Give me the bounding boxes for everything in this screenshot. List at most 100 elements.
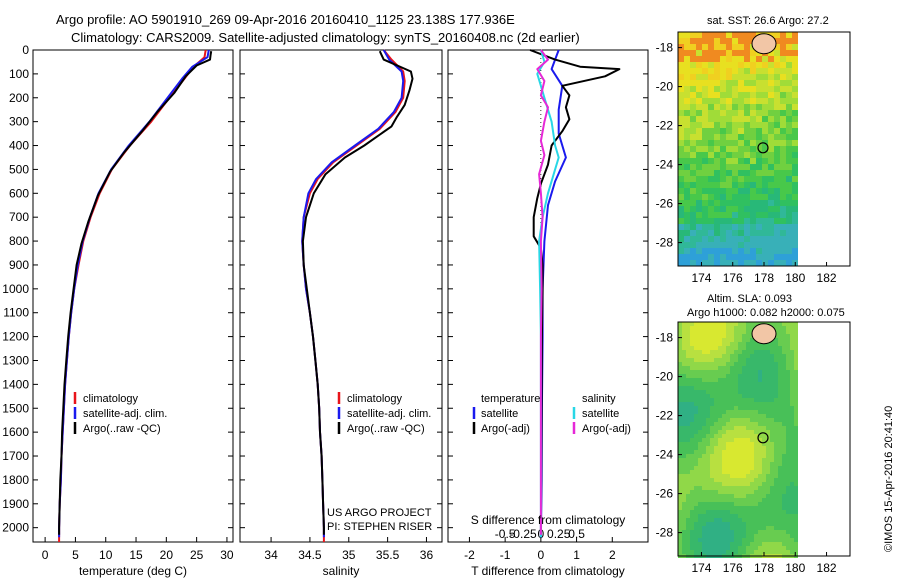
map-cell <box>762 362 766 366</box>
map-cell <box>714 176 720 182</box>
map-x-tick-label: 180 <box>785 561 805 575</box>
y-tick-label: 200 <box>9 91 29 105</box>
map-cell <box>738 534 742 538</box>
map-cell <box>720 98 726 104</box>
map-cell <box>706 354 710 358</box>
map-cell <box>702 158 708 164</box>
map-cell <box>720 44 726 50</box>
map-cell <box>732 68 738 74</box>
sla-map <box>678 322 798 558</box>
map-cell <box>738 542 742 546</box>
map-cell <box>794 474 798 478</box>
map-cell <box>726 406 730 410</box>
map-cell <box>718 522 722 526</box>
map-cell <box>726 434 730 438</box>
map-cell <box>686 514 690 518</box>
map-cell <box>684 32 690 38</box>
map-cell <box>714 430 718 434</box>
map-cell <box>746 382 750 386</box>
map-cell <box>718 358 722 362</box>
map-cell <box>768 236 774 242</box>
map-cell <box>780 62 786 68</box>
map-cell <box>678 426 682 430</box>
map-cell <box>702 176 708 182</box>
map-cell <box>682 478 686 482</box>
map-cell <box>738 510 742 514</box>
map-cell <box>722 422 726 426</box>
map-cell <box>738 418 742 422</box>
map-cell <box>738 134 744 140</box>
map-cell <box>786 326 790 330</box>
map-cell <box>770 438 774 442</box>
map-cell <box>786 358 790 362</box>
map-cell <box>768 248 774 254</box>
map-cell <box>782 542 786 546</box>
map-cell <box>794 510 798 514</box>
map-cell <box>790 454 794 458</box>
map-cell <box>678 470 682 474</box>
map-cell <box>766 386 770 390</box>
map-cell <box>682 526 686 530</box>
map-cell <box>690 398 694 402</box>
map-cell <box>746 386 750 390</box>
map-cell <box>694 338 698 342</box>
map-cell <box>792 62 798 68</box>
map-cell <box>698 374 702 378</box>
map-cell <box>768 146 774 152</box>
map-cell <box>710 322 714 326</box>
map-cell <box>708 110 714 116</box>
map-cell <box>720 152 726 158</box>
map-cell <box>744 50 750 56</box>
map-cell <box>742 498 746 502</box>
map-cell <box>682 390 686 394</box>
map-cell <box>686 386 690 390</box>
map-cell <box>706 466 710 470</box>
map-cell <box>722 378 726 382</box>
map-cell <box>794 374 798 378</box>
map-cell <box>746 506 750 510</box>
map-cell <box>734 494 738 498</box>
map-cell <box>702 230 708 236</box>
map-cell <box>734 462 738 466</box>
map-cell <box>694 442 698 446</box>
map-cell <box>702 418 706 422</box>
map-cell <box>786 224 792 230</box>
map-cell <box>778 494 782 498</box>
map-cell <box>762 176 768 182</box>
map-cell <box>766 350 770 354</box>
map-cell <box>722 410 726 414</box>
map-cell <box>726 354 730 358</box>
map-cell <box>770 390 774 394</box>
map-cell <box>754 350 758 354</box>
map-cell <box>732 134 738 140</box>
map-cell <box>774 470 778 474</box>
map-cell <box>786 362 790 366</box>
map-cell <box>794 378 798 382</box>
map-cell <box>738 116 744 122</box>
map-cell <box>790 386 794 390</box>
map-cell <box>730 322 734 326</box>
map-cell <box>682 546 686 550</box>
map-cell <box>750 490 754 494</box>
map-cell <box>678 170 684 176</box>
map-cell <box>706 370 710 374</box>
map-cell <box>780 146 786 152</box>
map-cell <box>762 506 766 510</box>
map-cell <box>678 182 684 188</box>
map-cell <box>768 74 774 80</box>
map-cell <box>778 342 782 346</box>
map-cell <box>744 116 750 122</box>
map-cell <box>762 482 766 486</box>
map-cell <box>726 188 732 194</box>
map-cell <box>738 230 744 236</box>
map-cell <box>738 386 742 390</box>
map-cell <box>746 346 750 350</box>
map-cell <box>696 230 702 236</box>
map-cell <box>678 254 684 260</box>
map-cell <box>792 152 798 158</box>
map-cell <box>698 362 702 366</box>
map-cell <box>750 442 754 446</box>
map-cell <box>754 450 758 454</box>
map-cell <box>706 526 710 530</box>
map-cell <box>682 486 686 490</box>
